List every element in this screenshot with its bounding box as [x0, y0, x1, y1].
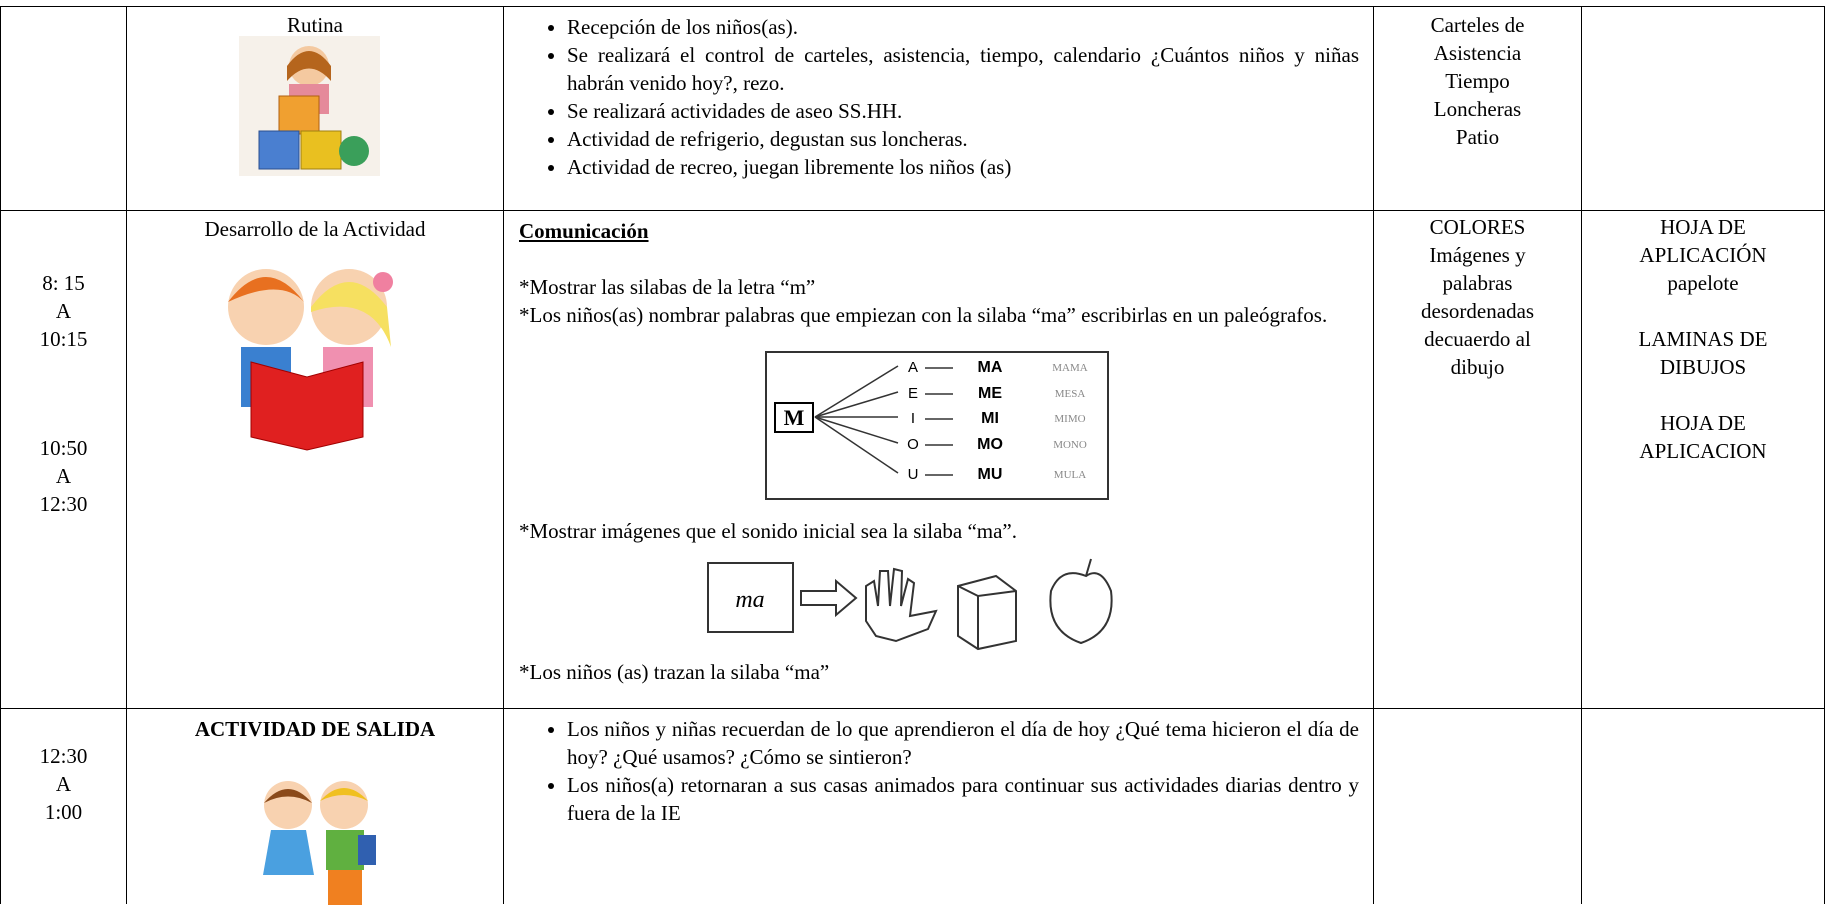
moment: Rutina — [287, 13, 343, 37]
time-cell — [0, 6, 126, 210]
evaluation: DIBUJOS — [1659, 355, 1747, 379]
word: MESA — [1055, 388, 1086, 400]
reading-illustration — [228, 269, 393, 451]
time: A — [55, 299, 72, 323]
evaluation: APLICACIÓN — [1639, 243, 1767, 267]
moment-cell: Rutina — [126, 6, 503, 210]
time: A — [55, 464, 72, 488]
time: 12:30 — [39, 492, 88, 516]
children-illustration — [263, 781, 376, 905]
materials-cell — [1373, 708, 1581, 904]
connector — [814, 365, 899, 418]
bullet-list: Los niños y niñas recuerdan de lo que ap… — [504, 715, 1373, 827]
material: decuaerdo al — [1424, 327, 1531, 351]
word: MONO — [1053, 439, 1087, 451]
spacer — [1582, 381, 1824, 409]
evaluation: HOJA DE — [1660, 411, 1746, 435]
syllable: MU — [978, 466, 1003, 483]
vowel: O — [907, 436, 919, 453]
materials-cell: COLORES Imágenes y palabras desordenadas dec… — [1373, 210, 1581, 708]
evaluation: APLICACION — [1639, 439, 1767, 463]
diagram-center: M — [784, 405, 805, 430]
bullet-list: Recepción de los niños(as).Se realizará … — [504, 13, 1373, 181]
paragraph: *Los niños(as) nombrar palabras que empi… — [519, 303, 1328, 327]
evaluation-cell — [1581, 6, 1825, 210]
bullet-item: Recepción de los niños(as). — [567, 13, 1373, 41]
strategies-cell: Recepción de los niños(as).Se realizará … — [503, 6, 1373, 210]
word: MAMA — [1052, 362, 1088, 374]
connector — [814, 416, 899, 444]
material: desordenadas — [1420, 299, 1535, 323]
time-group: 8: 15 A 10:15 — [1, 269, 126, 353]
time: 12:30 — [39, 744, 88, 768]
time: 10:50 — [39, 436, 88, 460]
moment-cell: ACTIVIDAD DE SALIDA — [126, 708, 503, 905]
material: Carteles de — [1430, 13, 1525, 37]
bullet-item: Actividad de recreo, juegan libremente l… — [567, 153, 1373, 181]
moment: Desarrollo de la Actividad — [204, 217, 426, 241]
time-cell: 12:30 A 1:00 — [0, 708, 126, 904]
time: 1:00 — [44, 800, 83, 824]
evaluation-cell: HOJA DE APLICACIÓN papelote LAMINAS DE DIBUJ… — [1581, 210, 1825, 708]
vowel: A — [908, 359, 918, 376]
material: Imágenes y — [1429, 243, 1526, 267]
paragraph: *Los niños (as) trazan la silaba “ma” — [519, 660, 830, 684]
evaluation: papelote — [1667, 271, 1739, 295]
material: Loncheras — [1433, 97, 1522, 121]
bullet-item: Se realizará el control de carteles, asi… — [567, 41, 1373, 97]
strategies-cell: Los niños y niñas recuerdan de lo que ap… — [503, 708, 1373, 904]
paragraph: *Mostrar imágenes que el sonido inicial … — [519, 519, 1018, 543]
materials-cell: Carteles de Asistencia Tiempo Loncheras Pati… — [1373, 6, 1581, 210]
moment-cell: Desarrollo de la Actividad — [126, 210, 503, 708]
time: A — [55, 772, 72, 796]
material: Asistencia — [1433, 41, 1522, 65]
time-group: 10:50 A 12:30 — [1, 434, 126, 518]
bullet-item: Los niños y niñas recuerdan de lo que ap… — [567, 715, 1373, 771]
evaluation-cell — [1581, 708, 1825, 904]
bullet-item: Actividad de refrigerio, degustan sus lo… — [567, 125, 1373, 153]
heading: Comunicación — [519, 219, 649, 243]
vowel: U — [908, 466, 919, 483]
syllable: MA — [978, 359, 1003, 376]
time: 8: 15 — [42, 271, 85, 295]
connector — [814, 416, 899, 474]
vowel: E — [908, 385, 918, 402]
syllable: MO — [977, 436, 1003, 453]
bullet-item: Los niños(a) retornaran a sus casas anim… — [567, 771, 1373, 827]
syllable: ME — [978, 385, 1002, 402]
paragraph: *Mostrar las silabas de la letra “m” — [519, 275, 816, 299]
evaluation: HOJA DE — [1660, 215, 1746, 239]
time-group: 12:30 A 1:00 — [1, 742, 126, 826]
time-cell: 8: 15 A 10:15 10:50 A 12:30 — [0, 210, 126, 708]
moment: ACTIVIDAD DE SALIDA — [194, 717, 436, 741]
connector — [814, 391, 899, 418]
word: MIMO — [1054, 413, 1085, 425]
material: palabras — [1442, 271, 1513, 295]
material: Patio — [1455, 125, 1500, 149]
syllable: MI — [981, 410, 999, 427]
material: Tiempo — [1445, 69, 1510, 93]
vowel: I — [911, 410, 915, 427]
time: 10:15 — [39, 327, 88, 351]
material: COLORES — [1429, 215, 1526, 239]
word: MULA — [1054, 469, 1086, 481]
strategies-cell: Comunicación *Mostrar las silabas de la … — [503, 210, 1373, 708]
abc-illustration — [239, 36, 380, 176]
evaluation: LAMINAS DE — [1638, 327, 1768, 351]
bullet-item: Se realizará actividades de aseo SS.HH. — [567, 97, 1373, 125]
spacer — [1582, 297, 1824, 325]
picture-strip: ma — [707, 558, 1113, 651]
picture-label: ma — [735, 587, 764, 613]
material: dibujo — [1450, 355, 1505, 379]
